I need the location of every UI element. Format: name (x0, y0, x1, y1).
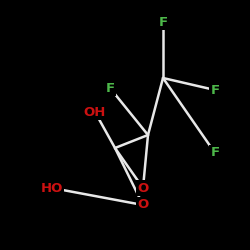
Text: HO: HO (41, 182, 63, 194)
Text: F: F (210, 146, 220, 160)
Text: O: O (138, 182, 148, 194)
Text: OH: OH (84, 106, 106, 118)
Text: F: F (210, 84, 220, 96)
Text: O: O (138, 198, 148, 211)
Text: F: F (158, 16, 168, 28)
Text: F: F (106, 82, 114, 94)
